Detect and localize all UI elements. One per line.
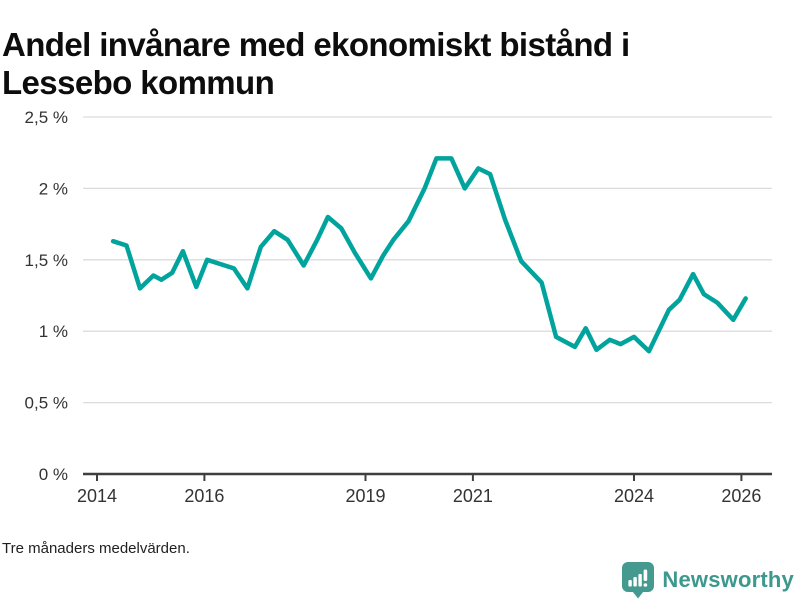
brand-logo: Newsworthy — [621, 561, 794, 599]
page-title-line1: Andel invånare med ekonomiskt bistånd i — [2, 26, 630, 64]
brand-name: Newsworthy — [662, 567, 794, 592]
chart-footnote: Tre månaders medelvärden. — [2, 540, 190, 557]
y-axis-labels-group: 0 % 0,5 % 1 % 1,5 % 2 % 2,5 % — [25, 108, 68, 484]
y-tick-label: 1,5 % — [25, 251, 68, 270]
chart-svg: 0 % 0,5 % 1 % 1,5 % 2 % 2,5 % 2014 2016 2019 202… — [25, 108, 772, 506]
y-tick-label: 2,5 % — [25, 108, 68, 127]
x-tick-label: 2024 — [614, 486, 654, 506]
x-axis-group — [83, 472, 772, 481]
x-tick-label: 2014 — [77, 486, 117, 506]
trend-line-group — [110, 156, 748, 354]
x-tick-label: 2026 — [721, 486, 761, 506]
y-tick-label: 1 % — [39, 322, 68, 341]
y-tick-label: 2 % — [39, 179, 68, 198]
x-tick-label: 2021 — [453, 486, 493, 506]
y-tick-label: 0,5 % — [25, 394, 68, 413]
x-tick-label: 2016 — [184, 486, 224, 506]
x-axis-labels-group: 2014 2016 2019 2021 2024 2026 — [77, 486, 761, 506]
page-title: Andel invånare med ekonomiskt bistånd i … — [2, 26, 782, 102]
x-tick-label: 2019 — [345, 486, 385, 506]
y-tick-label: 0 % — [39, 465, 68, 484]
trend-line — [110, 156, 748, 354]
bar-chart-speech-bubble-icon — [622, 562, 655, 599]
page-title-line2: Lessebo kommun — [2, 64, 275, 102]
